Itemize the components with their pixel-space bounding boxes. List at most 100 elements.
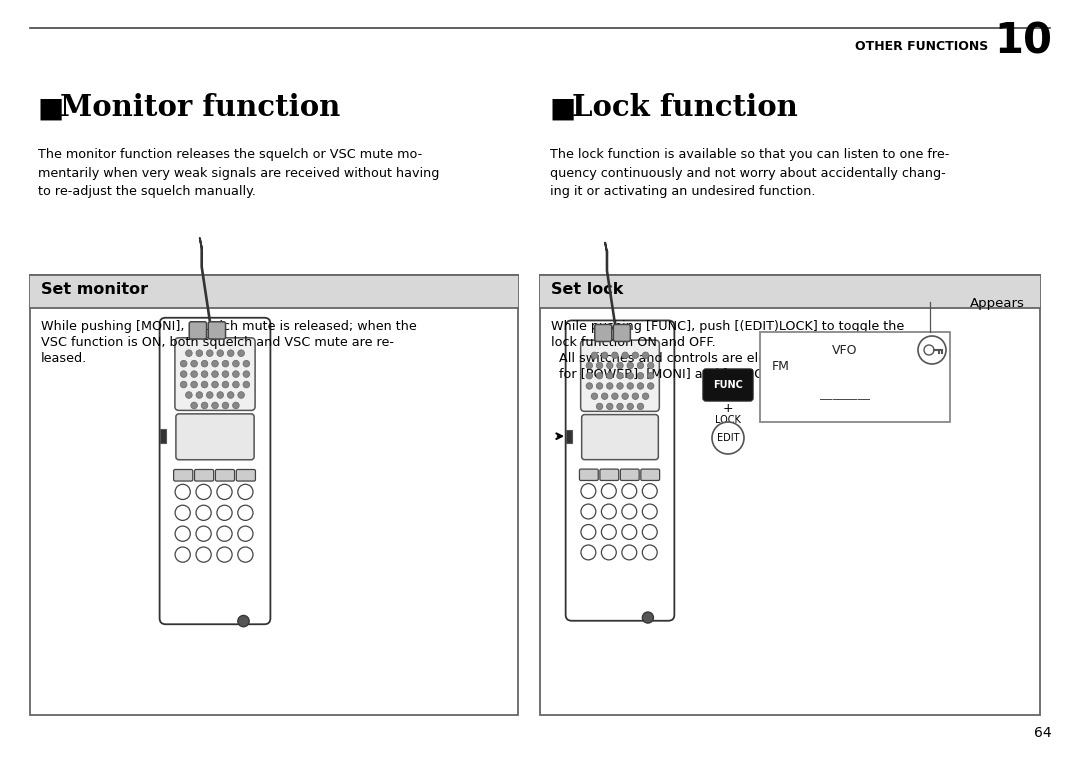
Circle shape [217, 505, 232, 520]
Bar [540, 275, 1040, 308]
FancyBboxPatch shape [580, 469, 598, 481]
Circle shape [238, 485, 253, 500]
Circle shape [607, 403, 613, 410]
Circle shape [643, 352, 649, 359]
Circle shape [622, 393, 629, 399]
Text: Appears: Appears [970, 297, 1025, 310]
Circle shape [643, 504, 658, 519]
Circle shape [632, 393, 638, 399]
Circle shape [186, 350, 192, 357]
Text: ■: ■ [38, 95, 64, 123]
FancyBboxPatch shape [174, 469, 192, 481]
Bar [30, 275, 518, 308]
Circle shape [180, 371, 187, 377]
Circle shape [637, 373, 644, 379]
Text: Monitor function: Monitor function [60, 93, 340, 122]
Circle shape [238, 505, 253, 520]
Circle shape [186, 392, 192, 399]
Circle shape [622, 352, 629, 359]
Circle shape [602, 393, 608, 399]
Circle shape [647, 373, 654, 379]
Circle shape [591, 393, 597, 399]
Circle shape [596, 373, 603, 379]
Circle shape [212, 402, 218, 408]
Text: 10: 10 [994, 20, 1052, 62]
Bar [566, 430, 571, 443]
Circle shape [581, 504, 596, 519]
Circle shape [175, 485, 190, 500]
Circle shape [643, 612, 653, 623]
Circle shape [581, 484, 596, 498]
Circle shape [622, 484, 637, 498]
FancyBboxPatch shape [566, 321, 674, 621]
Circle shape [637, 403, 644, 410]
Text: lock function ON and OFF.: lock function ON and OFF. [551, 336, 716, 349]
FancyBboxPatch shape [176, 414, 254, 459]
Circle shape [918, 336, 946, 364]
Circle shape [607, 383, 613, 389]
Circle shape [195, 350, 203, 357]
Circle shape [217, 485, 232, 500]
Circle shape [212, 360, 218, 367]
Circle shape [222, 371, 229, 377]
Circle shape [243, 360, 249, 367]
FancyBboxPatch shape [215, 469, 234, 481]
Circle shape [191, 371, 198, 377]
FancyBboxPatch shape [581, 340, 659, 411]
Text: Lock function: Lock function [572, 93, 798, 122]
Circle shape [180, 381, 187, 388]
Circle shape [581, 545, 596, 560]
FancyBboxPatch shape [160, 318, 270, 624]
Circle shape [647, 362, 654, 369]
Circle shape [586, 362, 593, 369]
Text: ――――: ―――― [820, 393, 870, 406]
Circle shape [637, 383, 644, 389]
FancyBboxPatch shape [208, 322, 226, 339]
Text: VSC function is ON, both squelch and VSC mute are re-: VSC function is ON, both squelch and VSC… [41, 336, 394, 349]
Circle shape [602, 352, 608, 359]
Circle shape [238, 616, 249, 627]
Circle shape [611, 352, 618, 359]
Circle shape [602, 524, 617, 539]
FancyBboxPatch shape [595, 325, 611, 341]
Text: OTHER FUNCTIONS: OTHER FUNCTIONS [855, 40, 988, 53]
Circle shape [232, 360, 240, 367]
Text: The monitor function releases the squelch or VSC mute mo-
mentarily when very we: The monitor function releases the squelc… [38, 148, 440, 198]
Circle shape [232, 381, 240, 388]
FancyBboxPatch shape [613, 325, 631, 341]
Text: FUNC: FUNC [713, 380, 743, 390]
Text: for [POWER], [MONI] and [FUNC].: for [POWER], [MONI] and [FUNC]. [551, 368, 772, 381]
Circle shape [191, 381, 198, 388]
Circle shape [581, 524, 596, 539]
Circle shape [201, 360, 207, 367]
Text: While pushing [MONI], squelch mute is released; when the: While pushing [MONI], squelch mute is re… [41, 320, 417, 333]
Circle shape [924, 345, 934, 355]
Circle shape [591, 352, 597, 359]
Text: ■: ■ [550, 95, 577, 123]
Circle shape [201, 381, 207, 388]
Circle shape [228, 350, 234, 357]
Circle shape [191, 402, 198, 408]
Circle shape [622, 524, 637, 539]
FancyBboxPatch shape [620, 469, 639, 481]
Circle shape [238, 547, 253, 562]
Circle shape [627, 403, 634, 410]
Circle shape [643, 393, 649, 399]
Text: Set monitor: Set monitor [41, 282, 148, 297]
Circle shape [238, 392, 244, 399]
Circle shape [712, 422, 744, 454]
Circle shape [617, 403, 623, 410]
Circle shape [243, 381, 249, 388]
Circle shape [195, 485, 212, 500]
Circle shape [212, 371, 218, 377]
Circle shape [607, 373, 613, 379]
Bar [540, 275, 1040, 715]
FancyBboxPatch shape [703, 369, 753, 401]
Circle shape [238, 526, 253, 541]
Circle shape [596, 383, 603, 389]
Circle shape [232, 402, 240, 408]
Circle shape [228, 392, 234, 399]
Circle shape [596, 403, 603, 410]
Circle shape [617, 373, 623, 379]
Text: VFO: VFO [833, 344, 858, 357]
